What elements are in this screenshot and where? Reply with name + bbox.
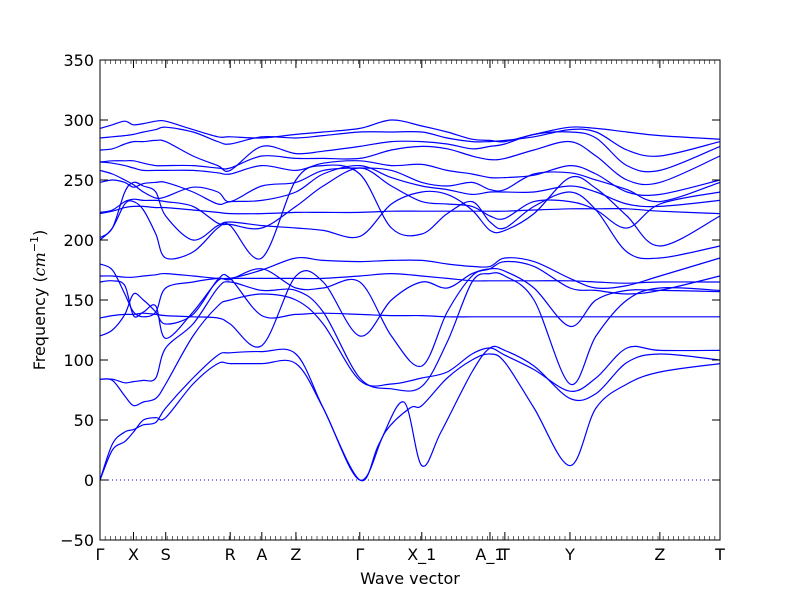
y-tick-label: 350 (63, 51, 94, 70)
y-tick-label: 150 (63, 291, 94, 310)
y-tick-label: −50 (60, 531, 94, 550)
x-tick-layer: Γ X S R A Z Γ X_1 A_1T Y Z T (96, 60, 725, 565)
band-line-19 (99, 126, 721, 157)
x-axis-title: Wave vector (360, 569, 460, 588)
band-line-3 (99, 293, 721, 407)
band-line-16 (99, 160, 721, 197)
band-line-8 (99, 272, 721, 284)
band-line-7 (99, 260, 721, 368)
minor-tick-layer (99, 60, 721, 540)
band-line-4 (99, 272, 721, 392)
x-tick-label: Z (290, 545, 301, 564)
band-line-20 (99, 119, 721, 143)
x-tick-label: Γ (355, 545, 364, 564)
band-line-6 (99, 267, 721, 348)
band-line-11 (99, 175, 721, 247)
band-line-5 (99, 273, 720, 337)
plot-background (100, 60, 720, 540)
x-tick-label: T (714, 545, 725, 564)
x-tick-label: X_1 (407, 545, 436, 565)
x-tick-label: Γ (96, 545, 105, 564)
y-tick-label: 250 (63, 171, 94, 190)
band-line-12 (99, 205, 721, 215)
series-layer (99, 119, 721, 482)
band-line-17 (99, 140, 721, 186)
y-tick-label: 50 (74, 411, 94, 430)
band-line-10 (99, 164, 721, 260)
x-tick-label: A (256, 545, 267, 564)
x-tick-label: S (161, 545, 171, 564)
x-tick-label: R (225, 545, 236, 564)
x-tick-label: Z (654, 545, 665, 564)
band-line-13 (99, 167, 721, 230)
x-tick-label: A_1 (475, 545, 504, 565)
band-line-15 (99, 167, 721, 203)
y-tick-label: 300 (63, 111, 94, 130)
y-tick-label: 0 (84, 471, 94, 490)
plot-frame (99, 59, 721, 541)
y-axis-title: Frequency (cm−1) (28, 230, 49, 371)
y-tick-label: 100 (63, 351, 94, 370)
band-line-2 (99, 345, 721, 482)
x-tick-label: Y (564, 545, 575, 564)
y-tick-label: 200 (63, 231, 94, 250)
band-line-9 (99, 257, 721, 318)
y-tick-layer: −50 0 50 100 150 200 250 300 350 (60, 51, 720, 550)
band-line-18 (99, 131, 721, 173)
x-tick-label: T (499, 545, 510, 564)
x-tick-label: X (128, 545, 139, 564)
